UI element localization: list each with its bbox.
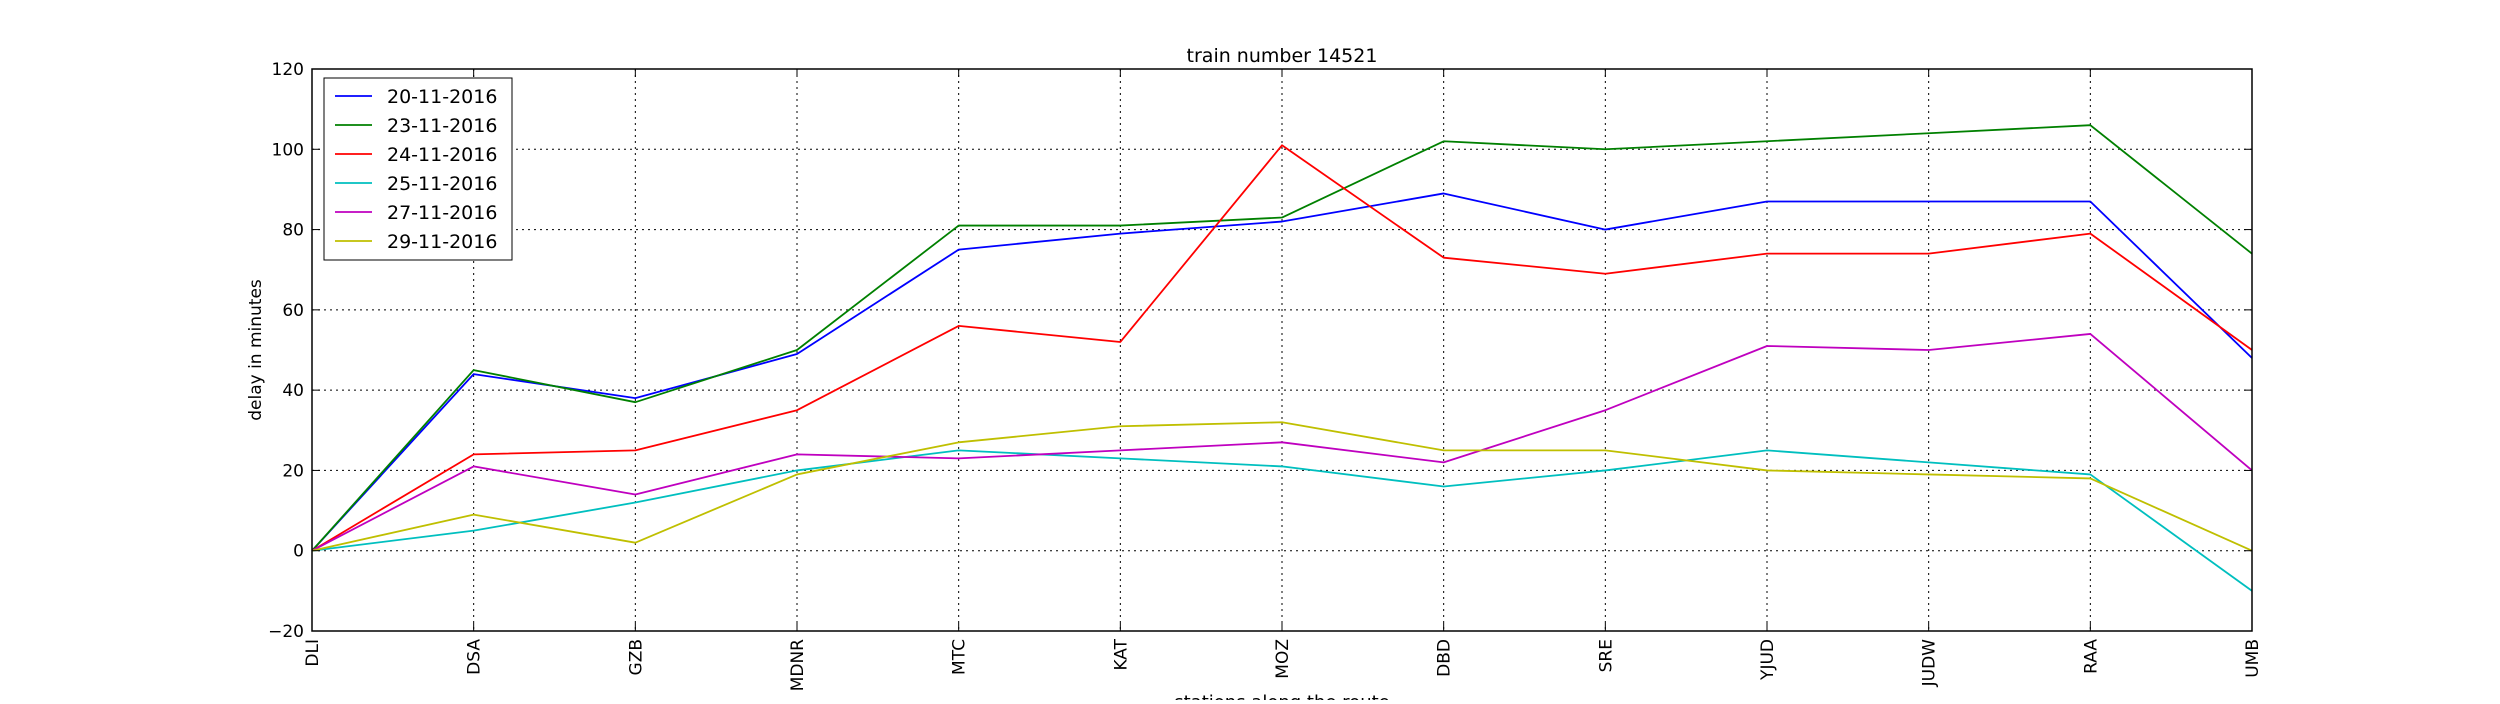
x-tick-label: KAT xyxy=(1111,638,1131,670)
legend-items: 20-11-2016 23-11-2016 24-11-2016 25-11-2016… xyxy=(335,86,497,253)
series-line-20-11-2016 xyxy=(311,192,2253,552)
x-tick-label: DLI xyxy=(303,639,323,667)
x-tick-label: YJUD xyxy=(1758,639,1778,681)
series-line-25-11-2016 xyxy=(311,449,2253,592)
legend-box xyxy=(323,77,513,261)
legend-label: 23-11-2016 xyxy=(387,115,497,137)
x-tick-label: SRE xyxy=(1596,639,1616,672)
series-line-29-11-2016 xyxy=(311,421,2253,552)
series-line-23-11-2016 xyxy=(311,124,2253,552)
x-axis-label: stations along the route xyxy=(1174,692,1389,700)
legend-label: 25-11-2016 xyxy=(387,173,497,195)
x-tick-label: UMB xyxy=(2243,639,2263,678)
y-axis-label: delay in minutes xyxy=(246,279,266,421)
x-tick-label: JUDW xyxy=(1920,639,1940,688)
y-tick-label: 40 xyxy=(282,381,304,401)
y-tick-label: 80 xyxy=(282,221,304,241)
series-lines xyxy=(311,124,2253,592)
axis-ticks xyxy=(311,68,2253,632)
y-tick-label: 100 xyxy=(272,140,304,160)
x-tick-label: DSA xyxy=(465,639,485,675)
grid-lines xyxy=(312,69,2252,631)
y-tick-labels: −20 0 20 40 60 80 100 120 xyxy=(268,60,304,642)
x-tick-label: MOZ xyxy=(1273,639,1293,679)
legend-label: 24-11-2016 xyxy=(387,144,497,166)
x-tick-label: MTC xyxy=(950,639,970,675)
legend: 20-11-2016 23-11-2016 24-11-2016 25-11-2016… xyxy=(323,77,513,261)
y-tick-label: 20 xyxy=(282,461,304,481)
x-tick-labels: DLI DSA GZB MDNR MTC KAT MOZ DBD SRE YJUD JUDW RAA U… xyxy=(303,638,2263,691)
x-tick-label: MDNR xyxy=(788,639,808,691)
legend-label: 20-11-2016 xyxy=(387,86,497,108)
y-tick-label: 0 xyxy=(293,542,304,562)
x-tick-label: DBD xyxy=(1435,639,1455,677)
x-tick-label: GZB xyxy=(626,639,646,675)
x-tick-label: RAA xyxy=(2081,639,2101,674)
series-line-27-11-2016 xyxy=(311,333,2253,552)
legend-label: 29-11-2016 xyxy=(387,231,497,253)
y-tick-label: 120 xyxy=(272,60,304,80)
legend-label: 27-11-2016 xyxy=(387,202,497,224)
y-tick-label: −20 xyxy=(268,622,304,642)
y-tick-label: 60 xyxy=(282,301,304,321)
series-line-24-11-2016 xyxy=(311,144,2253,552)
chart-title: train number 14521 xyxy=(1187,45,1378,67)
